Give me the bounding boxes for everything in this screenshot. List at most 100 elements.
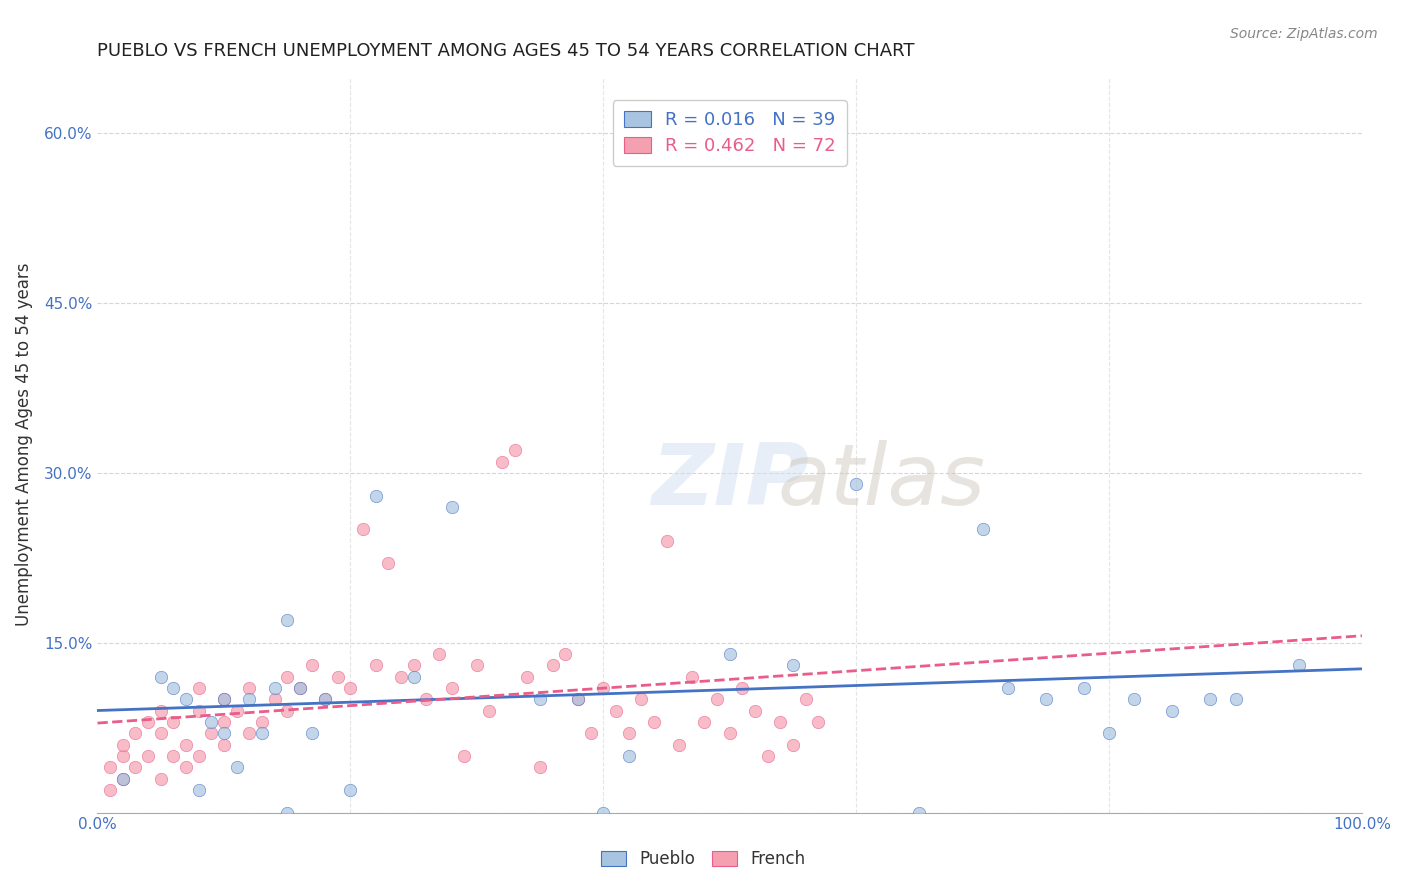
Point bbox=[301, 726, 323, 740]
Point bbox=[389, 670, 412, 684]
Point bbox=[250, 726, 273, 740]
Point bbox=[339, 783, 361, 797]
Point bbox=[997, 681, 1019, 695]
Text: PUEBLO VS FRENCH UNEMPLOYMENT AMONG AGES 45 TO 54 YEARS CORRELATION CHART: PUEBLO VS FRENCH UNEMPLOYMENT AMONG AGES… bbox=[97, 42, 915, 60]
Point bbox=[706, 692, 728, 706]
Point bbox=[162, 748, 184, 763]
Point bbox=[554, 647, 576, 661]
Point bbox=[718, 647, 741, 661]
Point bbox=[630, 692, 652, 706]
Point bbox=[276, 670, 298, 684]
Legend: Pueblo, French: Pueblo, French bbox=[595, 844, 811, 875]
Point bbox=[174, 692, 197, 706]
Point bbox=[1199, 692, 1222, 706]
Text: atlas: atlas bbox=[778, 440, 986, 523]
Point bbox=[440, 500, 463, 514]
Point bbox=[415, 692, 437, 706]
Point bbox=[149, 704, 172, 718]
Text: Source: ZipAtlas.com: Source: ZipAtlas.com bbox=[1230, 27, 1378, 41]
Point bbox=[567, 692, 589, 706]
Point bbox=[149, 670, 172, 684]
Point bbox=[402, 658, 425, 673]
Point bbox=[276, 805, 298, 820]
Point bbox=[212, 692, 235, 706]
Point bbox=[681, 670, 703, 684]
Point bbox=[908, 805, 931, 820]
Point bbox=[187, 704, 209, 718]
Point bbox=[718, 726, 741, 740]
Point bbox=[364, 658, 387, 673]
Point bbox=[491, 454, 513, 468]
Point bbox=[1161, 704, 1184, 718]
Point bbox=[1288, 658, 1310, 673]
Point bbox=[212, 714, 235, 729]
Point bbox=[212, 726, 235, 740]
Point bbox=[276, 704, 298, 718]
Point bbox=[136, 748, 159, 763]
Point bbox=[782, 658, 804, 673]
Point bbox=[314, 692, 336, 706]
Point bbox=[162, 714, 184, 729]
Point bbox=[149, 772, 172, 786]
Point bbox=[617, 726, 640, 740]
Point bbox=[187, 748, 209, 763]
Point bbox=[124, 726, 146, 740]
Point bbox=[1073, 681, 1095, 695]
Y-axis label: Unemployment Among Ages 45 to 54 years: Unemployment Among Ages 45 to 54 years bbox=[15, 263, 32, 626]
Point bbox=[225, 704, 247, 718]
Point bbox=[352, 523, 374, 537]
Point bbox=[1098, 726, 1121, 740]
Point bbox=[225, 760, 247, 774]
Point bbox=[794, 692, 817, 706]
Point bbox=[364, 489, 387, 503]
Point bbox=[288, 681, 311, 695]
Point bbox=[98, 783, 121, 797]
Point bbox=[465, 658, 488, 673]
Point bbox=[174, 760, 197, 774]
Point bbox=[124, 760, 146, 774]
Point bbox=[668, 738, 690, 752]
Point bbox=[339, 681, 361, 695]
Point bbox=[529, 760, 551, 774]
Point bbox=[655, 533, 678, 548]
Point bbox=[98, 760, 121, 774]
Point bbox=[111, 772, 134, 786]
Point bbox=[187, 783, 209, 797]
Point bbox=[756, 748, 779, 763]
Point bbox=[440, 681, 463, 695]
Point bbox=[807, 714, 830, 729]
Point bbox=[212, 692, 235, 706]
Point bbox=[541, 658, 564, 673]
Point bbox=[731, 681, 754, 695]
Point bbox=[326, 670, 349, 684]
Point bbox=[592, 681, 614, 695]
Point bbox=[200, 714, 222, 729]
Point bbox=[453, 748, 475, 763]
Point bbox=[250, 714, 273, 729]
Text: ZIP: ZIP bbox=[651, 440, 808, 523]
Point bbox=[516, 670, 538, 684]
Point bbox=[212, 738, 235, 752]
Point bbox=[200, 726, 222, 740]
Point bbox=[301, 658, 323, 673]
Legend: R = 0.016   N = 39, R = 0.462   N = 72: R = 0.016 N = 39, R = 0.462 N = 72 bbox=[613, 100, 846, 166]
Point bbox=[263, 681, 285, 695]
Point bbox=[1123, 692, 1146, 706]
Point bbox=[263, 692, 285, 706]
Point bbox=[693, 714, 716, 729]
Point bbox=[111, 772, 134, 786]
Point bbox=[174, 738, 197, 752]
Point bbox=[402, 670, 425, 684]
Point bbox=[314, 692, 336, 706]
Point bbox=[782, 738, 804, 752]
Point bbox=[276, 613, 298, 627]
Point bbox=[162, 681, 184, 695]
Point bbox=[111, 748, 134, 763]
Point bbox=[605, 704, 627, 718]
Point bbox=[503, 443, 526, 458]
Point bbox=[1035, 692, 1057, 706]
Point bbox=[617, 748, 640, 763]
Point bbox=[187, 681, 209, 695]
Point bbox=[238, 726, 260, 740]
Point bbox=[111, 738, 134, 752]
